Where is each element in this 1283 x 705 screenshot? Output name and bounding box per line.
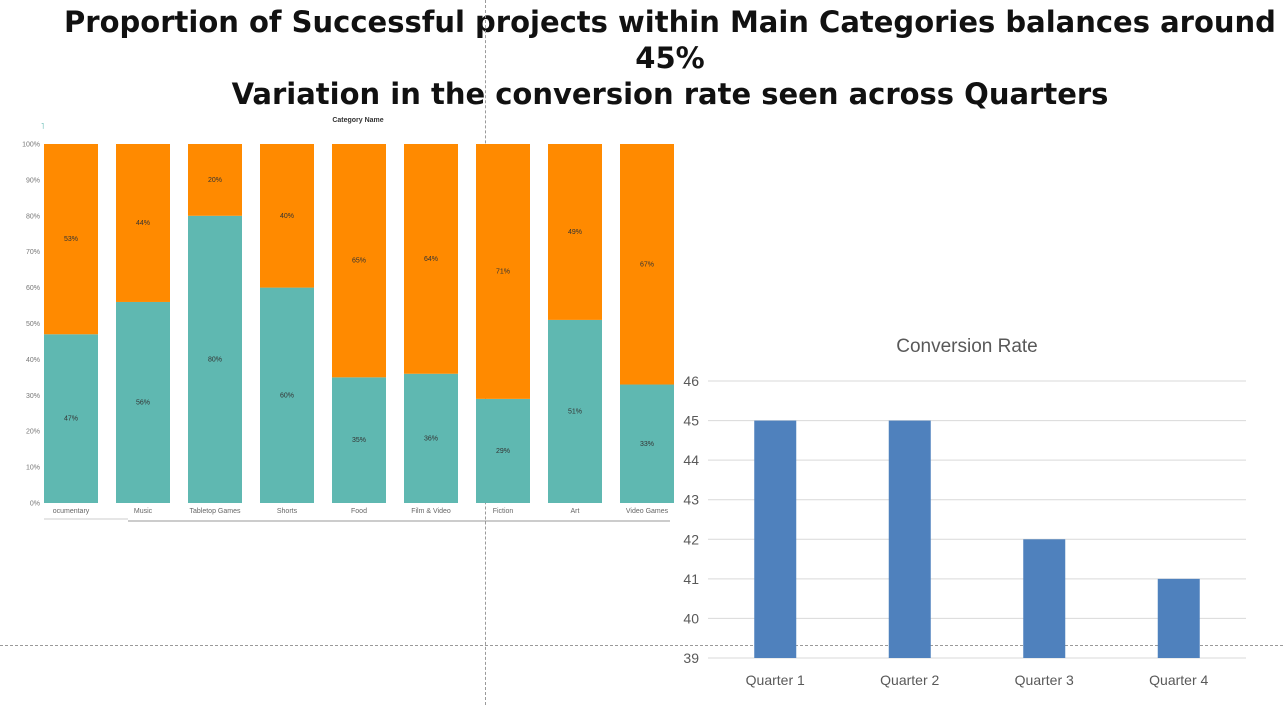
other-segment <box>548 144 602 320</box>
conversion-y-tick-label: 42 <box>683 531 699 547</box>
conversion-y-tick-label: 41 <box>683 571 699 587</box>
other-segment <box>404 144 458 374</box>
title-line-2: Variation in the conversion rate seen ac… <box>231 77 1109 111</box>
conversion-y-tick-label: 39 <box>683 650 699 666</box>
stacked-y-tick-label: 20% <box>26 429 40 436</box>
stacked-category-label: Food <box>351 508 367 515</box>
conversion-y-tick-label: 44 <box>683 452 699 468</box>
stacked-category-label: ocumentary <box>53 508 90 515</box>
stacked-category-label: Shorts <box>277 508 298 515</box>
stacked-chart-title: Category Name <box>332 117 383 124</box>
conversion-rate-bar-chart: Conversion Rate 39 40 41 42 43 44 45 46 Quarter … <box>683 336 1246 688</box>
stacked-category-label: Fiction <box>493 508 514 515</box>
conversion-category-label: Quarter 4 <box>1149 672 1208 688</box>
segment-data-label: 29% <box>496 448 510 455</box>
segment-data-label: 40% <box>280 213 294 220</box>
segment-data-label: 49% <box>568 229 582 236</box>
stacked-y-tick-label: 90% <box>26 177 40 184</box>
conversion-bar <box>888 420 931 658</box>
segment-data-label: 51% <box>568 408 582 415</box>
conversion-y-tick-label: 40 <box>683 610 699 626</box>
other-segment <box>188 144 242 216</box>
segment-data-label: 60% <box>280 392 294 399</box>
segment-data-label: 65% <box>352 258 366 265</box>
segment-data-label: 56% <box>136 399 150 406</box>
stacked-y-tick-label: 100% <box>22 142 40 149</box>
horizontal-guide-line <box>0 645 1283 646</box>
category-success-stacked-bar-chart: Category Name 0% 10% 20% 30% 40% 50% 60% 70% 80%… <box>22 117 674 522</box>
conversion-bar <box>1023 539 1066 658</box>
segment-data-label: 67% <box>640 261 654 268</box>
stacked-category-label: Tabletop Games <box>190 508 241 515</box>
success-segment <box>620 384 674 503</box>
success-segment <box>116 301 170 503</box>
segment-data-label: 47% <box>64 416 78 423</box>
stacked-y-tick-label: 60% <box>26 285 40 292</box>
conversion-bar <box>754 420 797 658</box>
slide-title: Proportion of Successful projects within… <box>60 4 1280 112</box>
stacked-y-tick-label: 0% <box>30 501 40 508</box>
conversion-category-label: Quarter 2 <box>880 672 939 688</box>
stacked-category-label: Film & Video <box>411 508 451 515</box>
success-segment <box>332 377 386 503</box>
conversion-y-tick-label: 45 <box>683 413 699 429</box>
conversion-chart-title: Conversion Rate <box>896 336 1038 357</box>
stacked-category-label: Art <box>571 508 580 515</box>
other-segment <box>620 144 674 385</box>
segment-data-label: 80% <box>208 356 222 363</box>
conversion-bar <box>1157 578 1200 658</box>
segment-data-label: 44% <box>136 220 150 227</box>
stacked-chart-marker: ˥ <box>41 122 44 131</box>
success-segment <box>548 319 602 503</box>
success-segment <box>188 215 242 504</box>
other-segment <box>260 144 314 288</box>
stacked-y-tick-label: 40% <box>26 357 40 364</box>
segment-data-label: 53% <box>64 236 78 243</box>
segment-data-label: 35% <box>352 437 366 444</box>
segment-data-label: 33% <box>640 441 654 448</box>
stacked-y-tick-label: 80% <box>26 213 40 220</box>
conversion-category-label: Quarter 1 <box>746 672 805 688</box>
success-segment <box>260 287 314 503</box>
stacked-y-tick-label: 70% <box>26 249 40 256</box>
other-segment <box>476 144 530 399</box>
success-segment <box>44 334 98 503</box>
stacked-category-label: Video Games <box>626 508 669 515</box>
conversion-category-label: Quarter 3 <box>1015 672 1074 688</box>
stacked-y-tick-label: 50% <box>26 321 40 328</box>
title-line-1: Proportion of Successful projects within… <box>64 5 1276 75</box>
conversion-y-tick-label: 43 <box>683 492 699 508</box>
segment-data-label: 64% <box>424 256 438 263</box>
segment-data-label: 36% <box>424 435 438 442</box>
success-segment <box>404 373 458 503</box>
success-segment <box>476 398 530 503</box>
segment-data-label: 71% <box>496 268 510 275</box>
other-segment <box>332 144 386 378</box>
stacked-y-tick-label: 10% <box>26 465 40 472</box>
stacked-y-tick-label: 30% <box>26 393 40 400</box>
stacked-category-label: Music <box>134 508 153 515</box>
segment-data-label: 20% <box>208 177 222 184</box>
conversion-y-tick-label: 46 <box>683 373 699 389</box>
other-segment <box>116 144 170 302</box>
other-segment <box>44 144 98 335</box>
